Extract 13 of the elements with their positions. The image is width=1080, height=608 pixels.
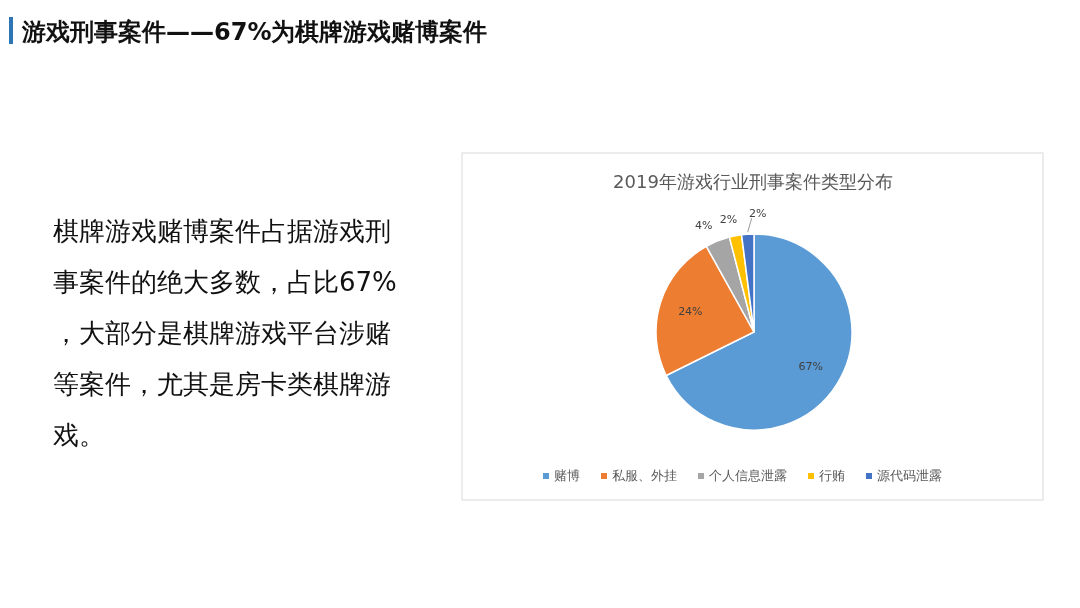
- legend-label: 私服、外挂: [612, 468, 677, 483]
- text: 游戏刑事案件——67%为棋牌游戏赌博案件: [21, 18, 488, 46]
- legend-label: 行贿: [819, 468, 845, 483]
- legend-label: 赌博: [554, 468, 580, 483]
- data-label: 67%: [798, 360, 823, 374]
- data-label: 2%: [748, 207, 767, 221]
- data-label: 2%: [719, 213, 738, 227]
- legend-label: 个人信息泄露: [709, 468, 787, 483]
- text: 棋牌游戏赌博案件占据游戏刑事案件的绝大多数，占比67%，大部分是棋牌游戏平台涉赌等案件，尤其是房卡类棋牌游戏。: [53, 216, 397, 450]
- data-label: 4%: [694, 219, 713, 233]
- legend-label: 源代码泄露: [877, 468, 942, 483]
- chart-title: 2019年游戏行业刑事案件类型分布: [613, 171, 893, 192]
- data-label: 24%: [678, 305, 703, 319]
